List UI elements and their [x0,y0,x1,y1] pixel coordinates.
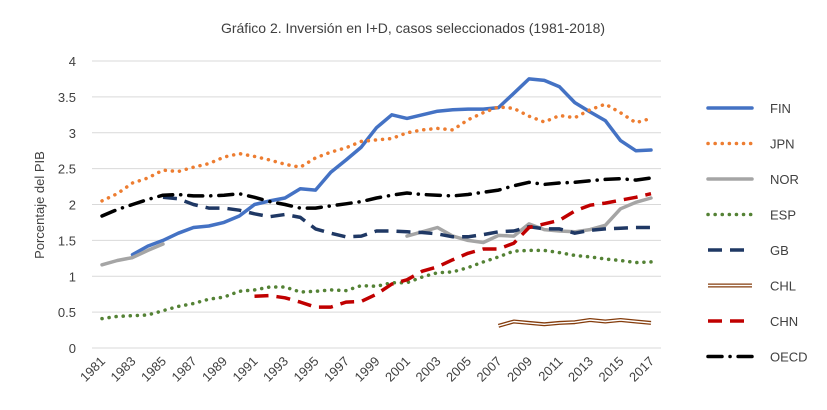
x-tick-label: 1985 [138,354,169,385]
series-line [100,102,653,203]
y-tick-label: 0.5 [58,305,76,320]
y-tick-label: 2.5 [58,162,76,177]
legend: FIN JPN NOR ESP GB CHL CHN OECD [706,101,808,365]
series-line [162,195,651,239]
series-line [100,248,653,321]
series-line [130,77,653,257]
legend-item-esp: ESP [706,208,796,223]
legend-label: CHN [770,314,798,329]
legend-item-chl: CHL [708,279,796,294]
x-tick-label: 1989 [199,354,230,385]
series-line [100,176,653,218]
x-tick-label: 2011 [535,354,565,384]
x-tick-label: 1987 [169,354,200,385]
x-tick-label: 1991 [230,354,261,385]
legend-label: FIN [770,101,791,116]
x-tick-label: 1983 [108,354,139,385]
legend-item-nor: NOR [706,172,799,187]
series-esp [100,248,653,321]
series-line [405,196,653,245]
x-tick-label: 1993 [260,354,291,385]
x-tick-label: 2015 [596,354,627,385]
y-tick-label: 0 [69,341,76,356]
y-tick-label: 4 [69,54,76,69]
series-chn [254,191,652,309]
y-tick-label: 2 [69,198,76,213]
legend-label: ESP [770,208,796,223]
x-tick-label: 1997 [321,354,352,385]
x-tick-label: 2001 [382,354,413,385]
series-lines [100,77,653,328]
legend-item-oecd: OECD [706,350,808,365]
legend-item-jpn: JPN [706,137,795,152]
y-tick-label: 3 [69,126,76,141]
series-oecd [100,176,653,218]
y-tick-label: 1 [69,269,76,284]
x-tick-label: 1995 [291,354,322,385]
x-tick-labels: 1981 1983 1985 1987 1989 1991 1993 1995 1997 1999… [77,354,657,385]
series-line [254,191,652,309]
series-chl [497,318,652,328]
chart-title: Gráfico 2. Inversión en I+D, casos selec… [221,20,605,36]
y-tick-label: 1.5 [58,233,76,248]
legend-label: CHL [770,279,796,294]
series-jpn [100,102,653,203]
x-tick-label: 2009 [504,354,535,385]
x-tick-label: 2005 [443,354,474,385]
series-nor [100,196,653,267]
x-tick-label: 2003 [413,354,444,385]
x-tick-label: 2017 [626,354,657,385]
y-tick-labels: 0 0.5 1 1.5 2 2.5 3 3.5 4 [58,54,76,356]
y-axis-label: Porcentaje del PIB [32,151,47,259]
x-tick-label: 1999 [352,354,383,385]
series-gb [162,195,651,239]
series-line [100,242,165,267]
legend-label: GB [770,243,789,258]
legend-item-chn: CHN [708,314,798,329]
legend-label: NOR [770,172,799,187]
series-line-inner [498,319,652,327]
x-tick-label: 1981 [77,354,108,385]
legend-item-fin: FIN [706,101,791,116]
legend-label: OECD [770,350,808,365]
x-tick-label: 2013 [565,354,596,385]
x-tick-label: 2007 [474,354,505,385]
legend-label: JPN [770,137,795,152]
series-fin [130,77,653,257]
y-tick-label: 3.5 [58,90,76,105]
legend-item-gb: GB [708,243,789,258]
